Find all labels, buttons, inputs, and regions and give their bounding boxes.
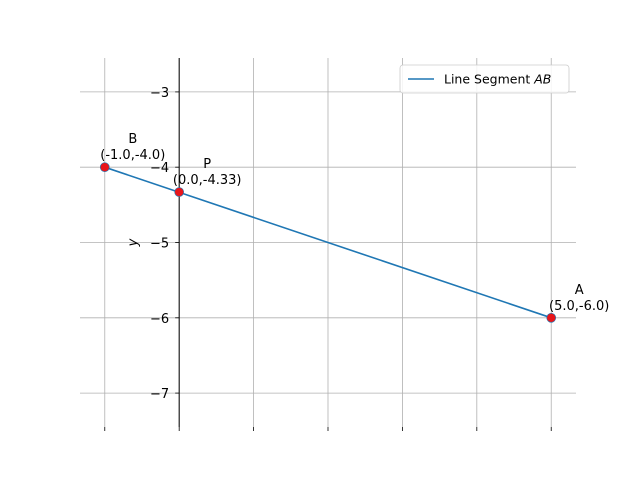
x-gridlines xyxy=(104,58,552,431)
y-tick-labels: −7 −6 −5 −4 −3 xyxy=(150,86,169,402)
y-axis-label: y xyxy=(126,238,141,247)
point-p xyxy=(174,187,184,197)
y-tick-label: −3 xyxy=(150,86,169,101)
point-a-name: A xyxy=(575,283,584,298)
y-tick-label: −4 xyxy=(150,161,169,176)
point-b-coords: (-1.0,-4.0) xyxy=(100,148,165,163)
point-b-name: B xyxy=(128,132,137,147)
y-tick-label: −5 xyxy=(150,237,169,252)
point-b xyxy=(99,162,110,172)
y-tick-label: −6 xyxy=(150,312,169,327)
point-a-coords: (5.0,-6.0) xyxy=(549,299,609,314)
legend-label: Line Segment AB xyxy=(444,72,551,87)
legend-box xyxy=(399,64,570,94)
points-layer: A(5.0,-6.0) B(-1.0,-4.0) P(0.0,-4.33) xyxy=(99,132,609,323)
legend-label-italic: AB xyxy=(533,72,551,87)
legend-label-prefix: Line Segment xyxy=(444,72,534,87)
legend: Line Segment AB xyxy=(399,64,570,94)
y-tick-label: −7 xyxy=(150,387,169,402)
point-a xyxy=(546,313,557,323)
point-p-name: P xyxy=(203,157,211,172)
point-p-coords: (0.0,-4.33) xyxy=(173,173,242,188)
